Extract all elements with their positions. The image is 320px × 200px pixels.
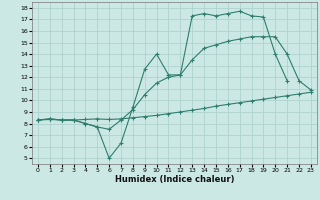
X-axis label: Humidex (Indice chaleur): Humidex (Indice chaleur) — [115, 175, 234, 184]
